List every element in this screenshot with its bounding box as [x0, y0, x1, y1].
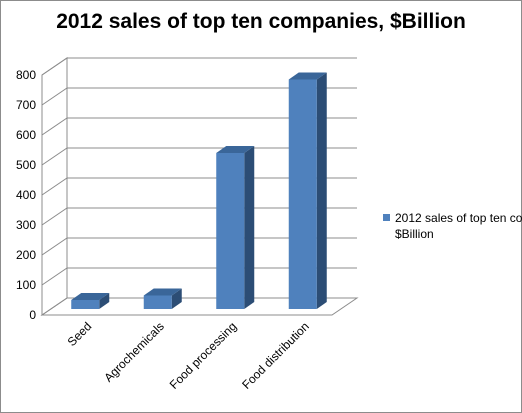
legend-swatch	[383, 214, 390, 221]
x-category-label: Food processing	[167, 319, 240, 392]
bar-front	[216, 153, 245, 309]
gridline	[41, 147, 357, 166]
bar-side	[244, 146, 255, 309]
legend: 2012 sales of top ten companies, $Billion	[383, 211, 522, 241]
y-tick-label: 100	[16, 278, 36, 292]
y-tick-label: 300	[16, 218, 36, 232]
gridlines	[41, 57, 357, 316]
bar-food-distribution	[288, 72, 327, 309]
gridline	[41, 57, 357, 76]
x-category-label: Seed	[65, 319, 95, 349]
bar-seed	[71, 293, 110, 309]
bar-front	[71, 300, 100, 309]
x-axis-labels: Seed Agrochemicals Food processing Food dis…	[65, 319, 312, 392]
bar-side	[99, 293, 110, 309]
gridline	[41, 237, 357, 256]
gridline	[41, 117, 357, 136]
y-tick-label: 800	[16, 68, 36, 82]
bar-agrochemicals	[143, 288, 182, 309]
bar-front	[288, 79, 317, 309]
bar-food-processing	[216, 146, 255, 309]
bar-side	[316, 72, 327, 309]
x-category-label: Food distribution	[239, 319, 312, 392]
bars	[71, 72, 327, 309]
bar-top	[288, 72, 327, 80]
bar-top	[71, 293, 110, 300]
bar-top	[216, 146, 255, 153]
y-tick-label: 600	[16, 128, 36, 142]
y-tick-label: 200	[16, 248, 36, 262]
chart-title: 2012 sales of top ten companies, $Billio…	[56, 10, 466, 33]
gridline	[41, 207, 357, 226]
gridline	[41, 267, 357, 286]
bar-top	[143, 288, 182, 296]
y-tick-label: 500	[16, 158, 36, 172]
gridline	[41, 177, 357, 196]
legend-label: $Billion	[395, 227, 434, 241]
gridline	[41, 87, 357, 106]
y-tick-label: 400	[16, 188, 36, 202]
x-category-label: Agrochemicals	[101, 319, 167, 385]
y-tick-label: 700	[16, 98, 36, 112]
y-axis-ticks: 0 100 200 300 400 500 600 700 800	[16, 68, 36, 322]
bar-front	[143, 295, 172, 309]
y-tick-label: 0	[29, 308, 36, 322]
gridline	[41, 297, 357, 316]
bar-side	[171, 288, 182, 309]
legend-label: 2012 sales of top ten companies,	[395, 211, 522, 225]
